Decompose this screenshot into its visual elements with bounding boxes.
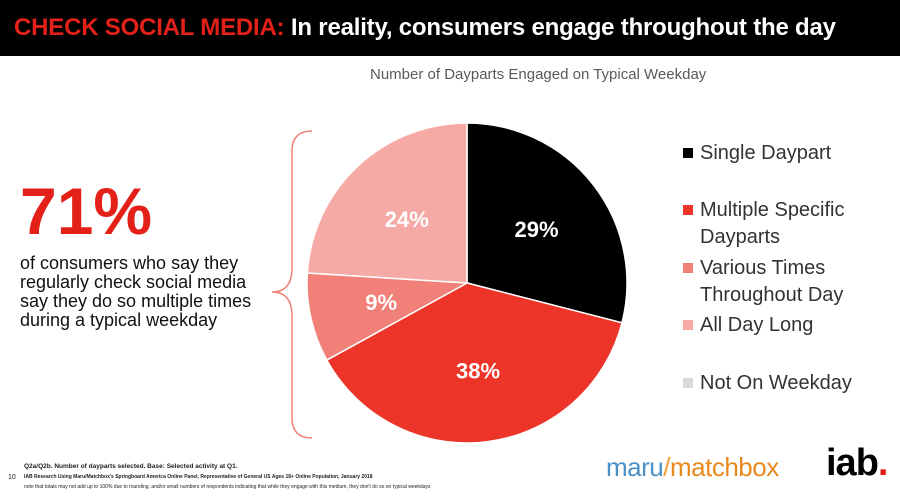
footnote-base: Q2a/Q2b. Number of dayparts selected. Ba…: [24, 463, 238, 470]
slide-title-highlight: CHECK SOCIAL MEDIA:: [14, 14, 285, 41]
big-stat-description: of consumers who say they regularly chec…: [20, 253, 252, 330]
pie-slice-label-0: 29%: [515, 217, 559, 242]
legend-item-1: Multiple Specific Dayparts: [683, 197, 893, 251]
matchbox-logo-text: matchbox: [669, 452, 779, 482]
iab-logo-dot: .: [877, 442, 889, 484]
slide-title: CHECK SOCIAL MEDIA: In reality, consumer…: [14, 14, 836, 42]
legend-item-3: All Day Long: [683, 312, 893, 339]
pie-slice-3: [306, 122, 468, 284]
legend-swatch-2: [683, 263, 693, 273]
legend-label-0: Single Daypart: [700, 142, 832, 164]
bracket-brace: [271, 130, 313, 439]
logo-slash: /: [663, 452, 670, 482]
big-stat-value: 71%: [20, 174, 153, 248]
footnote-note: note that totals may not add up to 100% …: [24, 484, 431, 490]
maru-matchbox-logo: maru/matchbox: [606, 452, 779, 483]
chart-title: Number of Dayparts Engaged on Typical We…: [370, 66, 707, 83]
iab-logo-text: iab: [826, 442, 879, 484]
maru-logo-text: maru: [606, 452, 664, 482]
iab-logo: iab.: [826, 442, 889, 485]
legend-swatch-4: [683, 378, 693, 388]
slide-title-text: In reality, consumers engage throughout …: [290, 14, 836, 41]
legend-label-4: Not On Weekday: [700, 372, 852, 394]
pie-slice-1: [325, 282, 623, 444]
legend-swatch-1: [683, 205, 693, 215]
legend-swatch-3: [683, 320, 693, 330]
footnotes: Q2a/Q2b. Number of dayparts selected. Ba…: [24, 462, 430, 492]
pie-slice-2: [306, 272, 470, 362]
legend-swatch-0: [683, 148, 693, 158]
header-bar: CHECK SOCIAL MEDIA: In reality, consumer…: [0, 0, 900, 56]
pie-slice-label-3: 24%: [385, 207, 429, 232]
pie-slice-0: [466, 122, 628, 324]
legend-item-4: Not On Weekday: [683, 370, 893, 397]
legend-label-1: Multiple Specific Dayparts: [700, 199, 845, 248]
pie-slice-label-2: 9%: [365, 290, 397, 315]
legend-item-0: Single Daypart: [683, 140, 893, 167]
legend-label-2: Various Times Throughout Day: [700, 257, 844, 306]
legend-label-3: All Day Long: [700, 314, 814, 336]
footnote-source: IAB Research Using Maru/Matchbox's Sprin…: [24, 474, 373, 480]
page-number: 10: [8, 474, 16, 481]
legend-item-2: Various Times Throughout Day: [683, 255, 893, 309]
pie-slice-label-1: 38%: [456, 358, 500, 383]
